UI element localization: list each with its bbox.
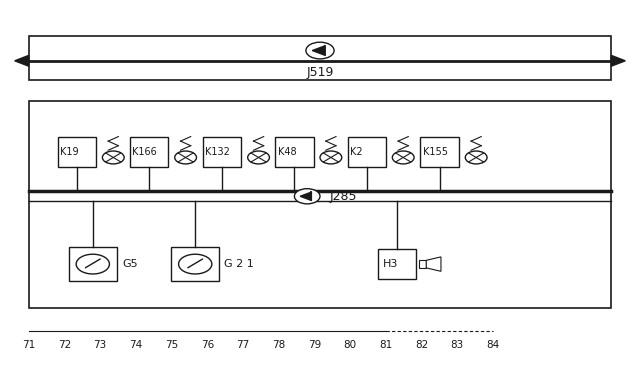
Text: 80: 80 xyxy=(344,340,356,350)
Bar xyxy=(419,260,426,268)
Text: K19: K19 xyxy=(60,147,79,157)
Polygon shape xyxy=(611,55,625,66)
Bar xyxy=(130,137,168,167)
Bar xyxy=(58,137,96,167)
Bar xyxy=(348,137,386,167)
Bar xyxy=(68,247,116,281)
Circle shape xyxy=(294,189,320,204)
Polygon shape xyxy=(15,55,29,66)
Bar xyxy=(29,101,611,308)
Text: 79: 79 xyxy=(308,340,321,350)
Text: J285: J285 xyxy=(330,190,357,203)
Text: 75: 75 xyxy=(165,340,178,350)
Circle shape xyxy=(248,151,269,164)
Bar xyxy=(172,247,219,281)
Text: 78: 78 xyxy=(272,340,285,350)
Text: J519: J519 xyxy=(307,66,333,79)
Circle shape xyxy=(392,151,414,164)
Circle shape xyxy=(465,151,487,164)
Circle shape xyxy=(306,42,334,59)
Text: G 2 1: G 2 1 xyxy=(225,259,254,269)
Text: K132: K132 xyxy=(205,147,230,157)
Text: 77: 77 xyxy=(236,340,250,350)
Polygon shape xyxy=(426,257,441,271)
Text: K48: K48 xyxy=(278,147,296,157)
Text: 82: 82 xyxy=(415,340,428,350)
Bar xyxy=(29,36,611,80)
Bar xyxy=(378,249,416,279)
Text: K166: K166 xyxy=(132,147,157,157)
Bar xyxy=(275,137,314,167)
Text: 74: 74 xyxy=(129,340,143,350)
Text: 72: 72 xyxy=(58,340,71,350)
Text: 84: 84 xyxy=(486,340,499,350)
Text: 83: 83 xyxy=(451,340,464,350)
Circle shape xyxy=(102,151,124,164)
Circle shape xyxy=(179,254,212,274)
Text: 81: 81 xyxy=(379,340,392,350)
Text: H3: H3 xyxy=(383,259,398,269)
Text: K2: K2 xyxy=(350,147,363,157)
Circle shape xyxy=(320,151,342,164)
Text: 71: 71 xyxy=(22,340,35,350)
Bar xyxy=(203,137,241,167)
Circle shape xyxy=(76,254,109,274)
Text: 76: 76 xyxy=(200,340,214,350)
Circle shape xyxy=(175,151,196,164)
Polygon shape xyxy=(300,192,312,201)
Bar xyxy=(420,137,459,167)
Text: K155: K155 xyxy=(423,147,448,157)
Text: 73: 73 xyxy=(93,340,107,350)
Polygon shape xyxy=(312,46,324,55)
Text: G5: G5 xyxy=(122,259,138,269)
